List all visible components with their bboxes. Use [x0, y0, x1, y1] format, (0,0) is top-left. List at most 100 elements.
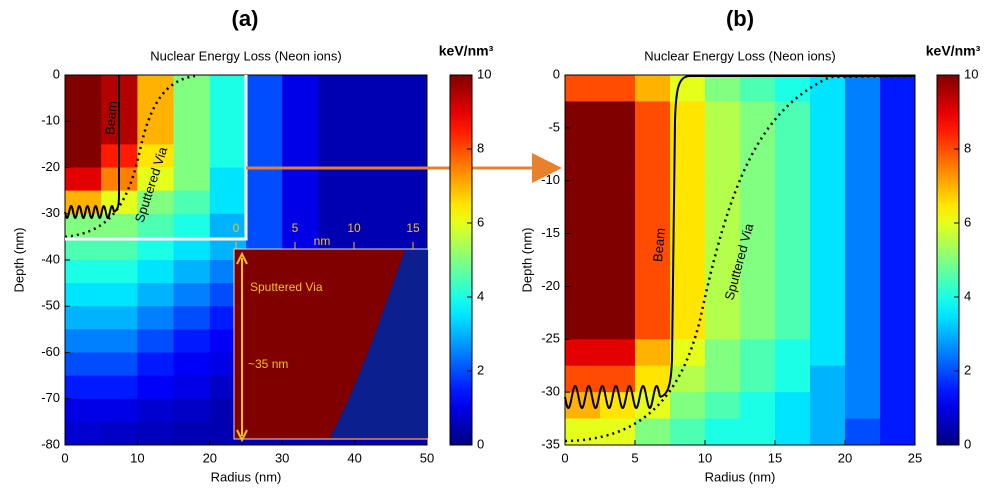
- colorbar-tick-label: 0: [477, 436, 484, 451]
- heat-cell: [101, 422, 138, 446]
- heat-cell: [705, 419, 741, 446]
- heat-cell: [282, 121, 319, 145]
- heat-cell: [210, 168, 247, 192]
- y-tick-label: -30: [41, 205, 60, 220]
- heat-cell: [101, 283, 138, 307]
- heat-cell: [565, 181, 601, 208]
- heat-cell: [880, 419, 916, 446]
- heat-cell: [845, 75, 881, 102]
- heat-cell: [740, 181, 776, 208]
- chart-title: Nuclear Energy Loss (Neon ions): [644, 48, 835, 63]
- inset-tick-label: 0: [233, 221, 240, 235]
- heat-cell: [845, 419, 881, 446]
- heat-cell: [705, 101, 741, 128]
- heat-cell: [845, 286, 881, 313]
- heat-cell: [355, 168, 392, 192]
- x-tick-label: 40: [347, 450, 361, 465]
- x-tick-label: 10: [130, 450, 144, 465]
- heat-cell: [635, 101, 671, 128]
- colorbar-tick-label: 2: [477, 362, 484, 377]
- heat-cell: [391, 121, 428, 145]
- heat-cell: [670, 207, 706, 234]
- heat-cell: [600, 181, 636, 208]
- heat-cell: [845, 260, 881, 287]
- heat-cell: [810, 286, 846, 313]
- colorbar-label: keV/nm³: [926, 43, 981, 59]
- heat-cell: [845, 366, 881, 393]
- heat-cell: [880, 339, 916, 366]
- heat-cell: [775, 181, 811, 208]
- inset-unit: nm: [314, 234, 331, 248]
- heat-cell: [600, 128, 636, 155]
- heat-cell: [845, 339, 881, 366]
- colorbar-label: keV/nm³: [439, 43, 494, 59]
- x-tick-label: 5: [631, 450, 638, 465]
- heat-cell: [318, 144, 355, 168]
- heat-cell: [670, 234, 706, 261]
- heat-cell: [65, 121, 102, 145]
- heat-cell: [101, 376, 138, 400]
- y-tick-label: 0: [53, 66, 60, 81]
- y-tick-label: -25: [541, 331, 560, 346]
- heat-cell: [810, 207, 846, 234]
- heat-cell: [65, 353, 102, 377]
- heat-cell: [810, 101, 846, 128]
- heat-cell: [775, 75, 811, 102]
- heat-cell: [810, 154, 846, 181]
- heat-cell: [810, 366, 846, 393]
- heat-cell: [174, 214, 211, 238]
- heat-cell: [775, 392, 811, 419]
- x-tick-label: 30: [275, 450, 289, 465]
- colorbar-tick-label: 0: [964, 436, 971, 451]
- heat-cell: [65, 168, 102, 192]
- heat-cell: [880, 75, 916, 102]
- heat-cell: [600, 234, 636, 261]
- heat-cell: [600, 154, 636, 181]
- inset-tick-label: 15: [406, 221, 420, 235]
- heat-cell: [318, 168, 355, 192]
- y-tick-label: -5: [548, 119, 560, 134]
- y-tick-label: -10: [41, 113, 60, 128]
- heat-cell: [635, 339, 671, 366]
- heat-cell: [391, 191, 428, 215]
- beam-label: Beam: [650, 227, 668, 262]
- panel-label: (a): [232, 6, 259, 31]
- heat-cell: [880, 313, 916, 340]
- heat-cell: [635, 75, 671, 102]
- y-tick-label: 0: [553, 66, 560, 81]
- y-tick-label: -20: [541, 278, 560, 293]
- heat-cell: [740, 101, 776, 128]
- heat-cell: [810, 260, 846, 287]
- heat-cell: [355, 121, 392, 145]
- heat-cell: [635, 154, 671, 181]
- heat-cell: [391, 98, 428, 122]
- heat-cell: [670, 75, 706, 102]
- beam-label: Beam: [102, 100, 120, 135]
- colorbar-tick-label: 10: [964, 66, 978, 81]
- heat-cell: [246, 191, 283, 215]
- colorbar: [937, 75, 959, 445]
- heat-cell: [174, 144, 211, 168]
- heat-cell: [810, 339, 846, 366]
- heat-cell: [137, 376, 174, 400]
- heat-cell: [880, 101, 916, 128]
- inset-depth: ~35 nm: [248, 357, 288, 371]
- heat-cell: [810, 181, 846, 208]
- heat-cell: [600, 75, 636, 102]
- heat-cell: [174, 75, 211, 99]
- heat-cell: [391, 144, 428, 168]
- x-tick-label: 25: [908, 450, 922, 465]
- figure: Beam Sputtered Via Sputtered Via ~35 nm …: [0, 0, 995, 492]
- heat-cell: [565, 154, 601, 181]
- heat-cell: [845, 207, 881, 234]
- heat-cell: [246, 214, 283, 238]
- heat-cell: [65, 191, 102, 215]
- x-tick-label: 20: [838, 450, 852, 465]
- heat-cell: [880, 154, 916, 181]
- heat-cell: [670, 339, 706, 366]
- heat-cell: [740, 392, 776, 419]
- heat-cell: [282, 191, 319, 215]
- heat-cell: [880, 286, 916, 313]
- heat-cell: [565, 75, 601, 102]
- heat-cell: [880, 366, 916, 393]
